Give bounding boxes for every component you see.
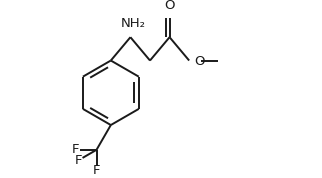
Text: F: F xyxy=(72,143,80,156)
Text: O: O xyxy=(194,55,205,68)
Text: F: F xyxy=(75,154,82,167)
Text: NH₂: NH₂ xyxy=(121,17,146,30)
Text: O: O xyxy=(164,0,175,12)
Text: F: F xyxy=(93,164,100,177)
